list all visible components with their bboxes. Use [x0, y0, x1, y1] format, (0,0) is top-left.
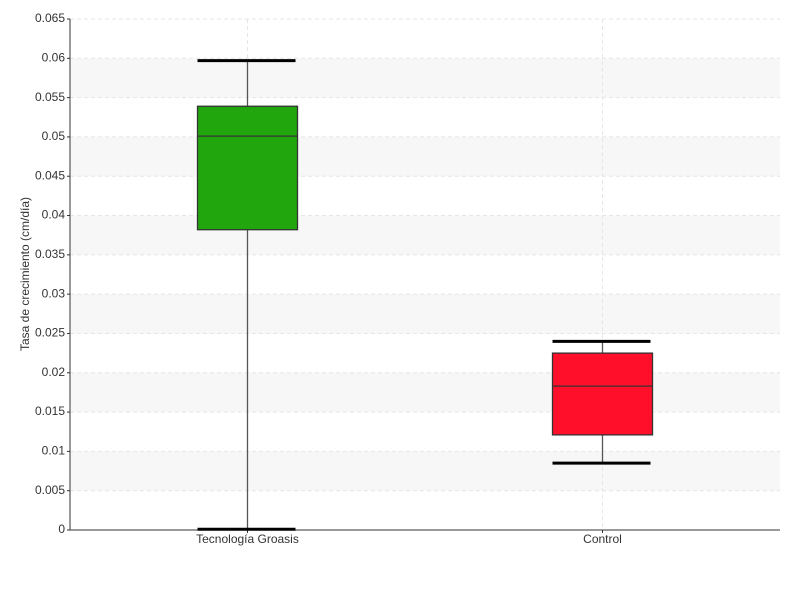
- y-tick-label: 0.065: [35, 11, 65, 25]
- grid-band: [70, 451, 780, 491]
- x-tick-label: Control: [583, 532, 622, 546]
- y-tick-label: 0.01: [42, 444, 66, 458]
- y-tick-label: 0.015: [35, 404, 65, 418]
- grid-band: [70, 294, 780, 334]
- y-tick-label: 0.005: [35, 483, 65, 497]
- y-tick-label: 0.04: [42, 208, 66, 222]
- y-axis-label: Tasa de crecimiento (cm/día): [18, 197, 32, 351]
- y-tick-label: 0.055: [35, 90, 65, 104]
- y-tick-label: 0: [58, 522, 65, 536]
- grid-band: [70, 58, 780, 98]
- box: [551, 352, 654, 436]
- x-tick-label: Tecnología Groasis: [196, 532, 299, 546]
- y-tick-label: 0.05: [42, 129, 66, 143]
- y-tick-label: 0.025: [35, 326, 65, 340]
- grid-band: [70, 215, 780, 255]
- grid-band: [70, 136, 780, 177]
- y-tick-label: 0.045: [35, 168, 65, 182]
- y-tick-label: 0.06: [42, 50, 66, 64]
- y-tick-label: 0.035: [35, 247, 65, 261]
- y-tick-label: 0.02: [42, 365, 66, 379]
- grid-band: [70, 372, 780, 413]
- y-tick-label: 0.03: [42, 286, 66, 300]
- box: [196, 105, 299, 231]
